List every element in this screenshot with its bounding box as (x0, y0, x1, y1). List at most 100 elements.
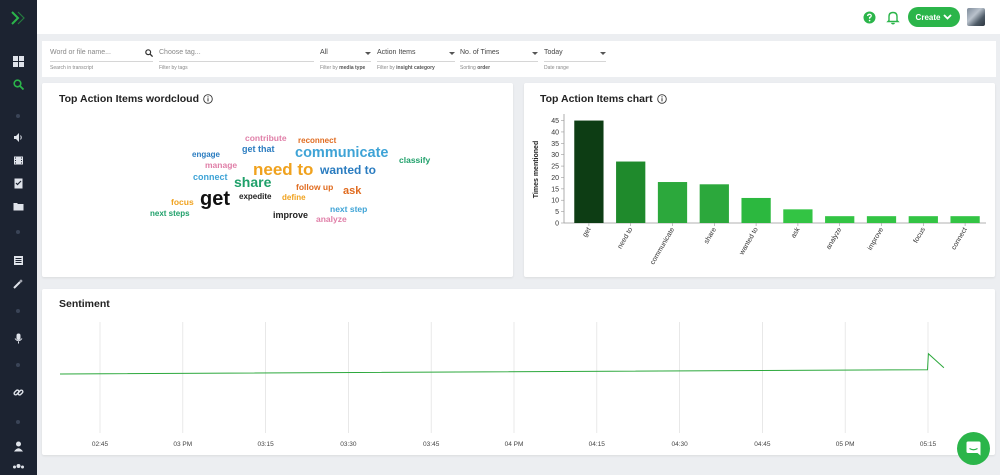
y-tick-label: 15 (551, 186, 559, 193)
tag-select[interactable]: Choose tag... (159, 49, 314, 62)
x-tick-label: 04:15 (589, 441, 606, 448)
sorting-filter: No. of Times Sorting order (460, 49, 538, 71)
dashboard-icon[interactable] (9, 52, 27, 70)
insights-search-icon[interactable] (9, 75, 27, 93)
y-tick-label: 25 (551, 164, 559, 171)
x-tick-label: 03:15 (257, 441, 274, 448)
chat-button[interactable] (957, 432, 990, 465)
bar-wanted-to (741, 197, 771, 223)
search-filter-caption: Search in transcript (50, 65, 94, 71)
top-bar: Create (37, 0, 1000, 34)
date-range-caption: Date range (544, 65, 569, 71)
wordcloud-word[interactable]: next steps (150, 209, 190, 218)
checklist-icon[interactable] (9, 174, 27, 192)
caret-down-icon (532, 52, 538, 55)
x-tick-label: analyze (825, 226, 843, 250)
wordcloud-word[interactable]: expedite (239, 192, 272, 201)
wordcloud-word[interactable]: improve (273, 210, 309, 220)
sentiment-line (59, 352, 945, 375)
x-tick-label: 04 PM (505, 441, 524, 448)
sorting-value: No. of Times (460, 49, 500, 56)
x-tick-label: need to (617, 226, 635, 250)
sentiment-card: Sentiment 02:45 03 PM 03:15 03:30 03:45 04 PM… (42, 289, 995, 455)
sentiment-chart: 02:45 03 PM 03:15 03:30 03:45 04 PM 04:15 04:30… (59, 322, 945, 448)
insight-category-select[interactable]: Action Items (377, 49, 455, 62)
create-button[interactable]: Create (908, 7, 960, 27)
x-tick-label: 03:45 (423, 441, 440, 448)
caret-down-icon (365, 52, 371, 55)
wordcloud-word[interactable]: contribute (245, 133, 287, 143)
wordcloud-word[interactable]: share (234, 174, 272, 190)
microphone-icon[interactable] (9, 329, 27, 347)
help-icon[interactable] (863, 11, 876, 24)
sidebar-separator (16, 230, 20, 234)
y-tick-label: 20 (551, 175, 559, 182)
search-icon[interactable] (145, 49, 153, 57)
insight-category-filter: Action Items Filter by insight category (377, 49, 455, 71)
x-tick-label: 03:30 (340, 441, 357, 448)
wordcloud-word[interactable]: need to (253, 160, 314, 179)
wordcloud-word[interactable]: define (282, 193, 306, 202)
x-tick-label: 04:45 (754, 441, 771, 448)
x-tick-label: communicate (649, 226, 676, 266)
caret-down-icon (449, 52, 455, 55)
y-tick-label: 40 (551, 129, 559, 136)
sidebar-separator (16, 309, 20, 313)
audio-icon[interactable] (9, 128, 27, 146)
search-input-placeholder: Word or file name... (50, 49, 111, 56)
user-icon[interactable] (9, 437, 27, 455)
folder-icon[interactable] (9, 197, 27, 215)
bar-get (574, 120, 604, 223)
bar-chart-card: Top Action Items chart 0 5 10 15 20 25 30 35 40 4… (524, 83, 995, 277)
date-range-value: Today (544, 49, 563, 56)
wordcloud-word[interactable]: engage (192, 150, 221, 159)
avatar[interactable] (967, 8, 985, 26)
team-icon[interactable] (9, 458, 27, 475)
media-type-select[interactable]: All (320, 49, 371, 62)
search-filter: Word or file name... Search in transcrip… (50, 49, 153, 71)
sorting-select[interactable]: No. of Times (460, 49, 538, 62)
info-icon[interactable] (203, 94, 213, 104)
date-range-filter: Today Date range (544, 49, 606, 71)
search-input[interactable]: Word or file name... (50, 49, 153, 62)
x-tick-label: connect (951, 226, 969, 251)
sidebar-separator (16, 114, 20, 118)
bar-need-to (616, 161, 646, 223)
wordcloud-word[interactable]: wanted to (320, 163, 376, 177)
y-tick-label: 30 (551, 152, 559, 159)
tag-filter-caption: Filter by tags (159, 65, 188, 71)
magic-wand-icon[interactable] (9, 274, 27, 292)
bar-chart: 0 5 10 15 20 25 30 35 40 45 Times mentioned get need… (533, 114, 986, 266)
x-tick-label: improve (867, 226, 886, 251)
wordcloud-title-text: Top Action Items wordcloud (59, 93, 199, 105)
insight-category-value: Action Items (377, 49, 416, 56)
wordcloud-word[interactable]: connect (193, 172, 228, 182)
list-icon[interactable] (9, 251, 27, 269)
caret-down-icon (600, 52, 606, 55)
media-type-caption: Filter by media type (320, 65, 366, 71)
sidebar-separator (16, 420, 20, 424)
wordcloud-word[interactable]: manage (205, 160, 238, 170)
info-icon[interactable] (656, 94, 667, 104)
wordcloud-card: Top Action Items wordcloud contribute rec… (42, 83, 513, 277)
wordcloud-word[interactable]: follow up (296, 182, 334, 192)
wordcloud-word[interactable]: get that (242, 144, 275, 154)
link-icon[interactable] (9, 383, 27, 401)
wordcloud-word[interactable]: reconnect (298, 136, 337, 145)
bell-icon[interactable] (886, 10, 900, 25)
date-range-select[interactable]: Today (544, 49, 606, 62)
wordcloud-word[interactable]: communicate (295, 145, 389, 161)
x-tick-label: 05 PM (836, 441, 855, 448)
wordcloud-word[interactable]: focus (171, 197, 194, 207)
video-icon[interactable] (9, 151, 27, 169)
tag-select-placeholder: Choose tag... (159, 49, 201, 56)
bar-chart-title-text: Top Action Items chart (540, 93, 653, 105)
y-tick-label: 35 (551, 141, 559, 148)
wordcloud-word[interactable]: classify (399, 155, 431, 165)
logo-icon[interactable] (8, 8, 28, 28)
x-tick-label: 04:30 (671, 441, 688, 448)
wordcloud-word[interactable]: get (200, 188, 230, 210)
wordcloud-word[interactable]: ask (343, 185, 362, 197)
wordcloud-word[interactable]: next step (330, 204, 368, 214)
wordcloud-word[interactable]: analyze (316, 214, 347, 224)
